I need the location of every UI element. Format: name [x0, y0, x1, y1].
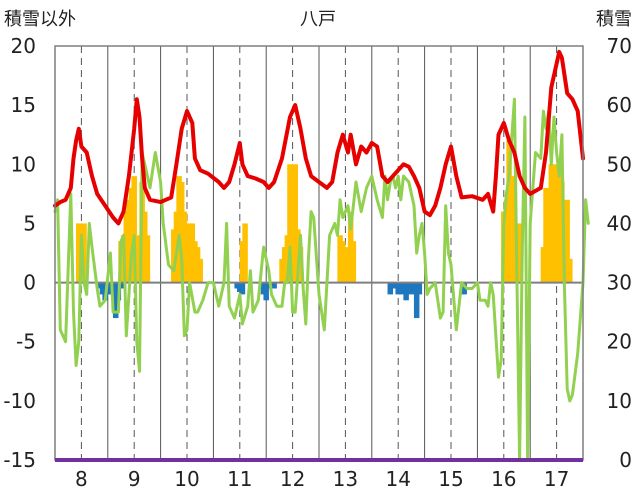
bar-negative: [461, 282, 467, 295]
bar-negative: [416, 282, 423, 295]
bar-positive: [292, 164, 298, 283]
x-tick-label: 12: [280, 467, 305, 491]
x-tick-label: 13: [333, 467, 358, 491]
bar-positive: [559, 182, 565, 283]
right-tick-label: 40: [607, 211, 632, 235]
chart-title: 八戸: [300, 9, 336, 30]
right-tick-label: 10: [607, 389, 632, 413]
series-line-green: [53, 97, 590, 462]
plot-frame: [54, 45, 584, 462]
bar-positive: [242, 223, 248, 283]
bar-positive: [506, 140, 512, 283]
lines-layer: [53, 49, 590, 462]
right-tick-label: 30: [607, 271, 632, 295]
left-tick-label: 0: [23, 271, 36, 295]
bar-positive: [543, 187, 549, 283]
bar-positive: [197, 258, 203, 283]
left-tick-label: -5: [16, 330, 36, 354]
x-tick-label: 17: [544, 467, 569, 491]
right-tick-label: 70: [607, 34, 632, 58]
right-tick-label: 0: [619, 448, 632, 472]
x-tick-label: 14: [385, 467, 410, 491]
left-tick-label: -15: [3, 448, 36, 472]
bar-positive: [548, 164, 555, 283]
bar-positive: [511, 176, 518, 283]
x-tick-label: 15: [438, 467, 463, 491]
bar-positive: [131, 176, 137, 283]
left-axis-label: 積雪以外: [4, 9, 76, 30]
left-tick-label: 20: [11, 34, 36, 58]
x-tick-label: 16: [491, 467, 516, 491]
right-tick-label: 20: [607, 330, 632, 354]
right-axis-label: 積雪: [596, 9, 632, 30]
bar-positive: [181, 211, 188, 283]
x-tick-label: 8: [75, 467, 88, 491]
bar-negative: [239, 282, 246, 295]
series-line-red: [53, 49, 585, 226]
bar-negative: [271, 282, 277, 289]
bar-positive: [81, 223, 87, 283]
bar-positive: [340, 241, 346, 283]
right-tick-label: 60: [607, 93, 632, 117]
bar-positive: [144, 235, 151, 283]
bar-negative: [413, 282, 420, 319]
bar-positive: [567, 258, 573, 283]
x-tick-label: 11: [227, 467, 252, 491]
bar-negative: [118, 282, 124, 289]
left-tick-label: 15: [11, 93, 36, 117]
bar-positive: [564, 199, 570, 283]
bar-negative: [263, 282, 269, 301]
bar-negative: [387, 282, 394, 295]
right-tick-label: 50: [607, 152, 632, 176]
left-tick-label: 5: [23, 211, 36, 235]
tick-labels: -15 -10 -5 0 5 10 15 20 0 10 20 30 40 50 60 70 8 9 10 11 12 1…: [3, 34, 632, 491]
x-tick-label: 9: [128, 467, 141, 491]
grid-lines: [80, 46, 558, 460]
bar-positive: [516, 223, 523, 283]
bar-positive: [350, 241, 357, 283]
left-tick-label: 10: [11, 152, 36, 176]
left-tick-label: -10: [3, 389, 36, 413]
x-tick-label: 10: [174, 467, 199, 491]
